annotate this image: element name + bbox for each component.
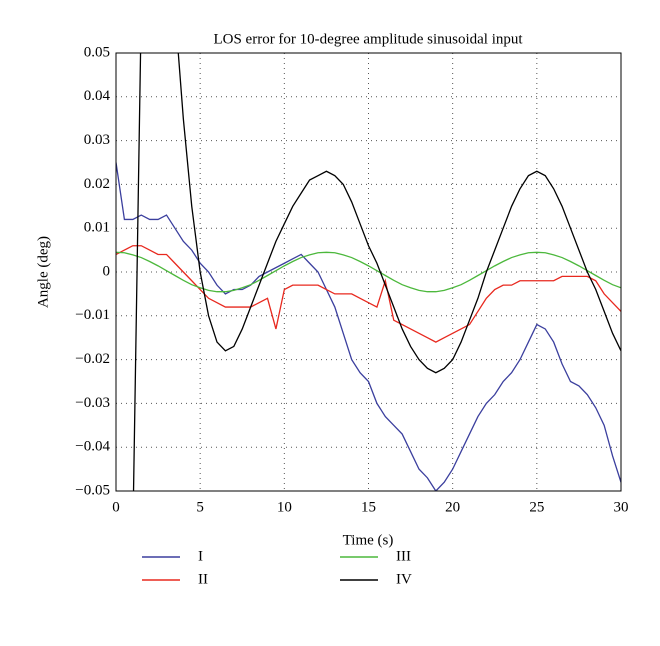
y-tick-label: −0.03 (75, 395, 110, 411)
x-tick-label: 20 (445, 499, 460, 515)
y-tick-label: 0.03 (84, 132, 110, 148)
x-tick-label: 10 (277, 499, 292, 515)
series-line (116, 162, 621, 491)
legend-label: I (198, 548, 203, 564)
y-tick-label: 0.01 (84, 220, 110, 236)
y-tick-label: −0.01 (75, 307, 110, 323)
y-tick-label: −0.02 (75, 351, 110, 367)
chart-title: LOS error for 10-degree amplitude sinuso… (213, 31, 523, 47)
plot-area (116, 53, 621, 491)
x-tick-label: 30 (614, 499, 629, 515)
series-line (132, 53, 621, 491)
grid (115, 52, 622, 492)
y-tick-label: 0 (103, 263, 111, 279)
y-tick-label: 0.05 (84, 44, 110, 60)
y-tick-label: −0.04 (75, 439, 110, 455)
y-tick-label: −0.05 (75, 482, 110, 498)
x-tick-label: 25 (529, 499, 544, 515)
y-tick-label: 0.04 (84, 88, 111, 104)
x-tick-label: 15 (361, 499, 376, 515)
series-line (116, 245, 621, 343)
x-tick-label: 5 (196, 499, 204, 515)
legend-label: IV (396, 571, 412, 587)
y-axis-label: Angle (deg) (35, 236, 51, 308)
legend-label: III (396, 548, 411, 564)
series-line (116, 251, 621, 293)
plot-frame (115, 52, 622, 492)
legend-label: II (198, 571, 208, 587)
y-tick-label: 0.02 (84, 176, 110, 192)
x-tick-label: 0 (112, 499, 120, 515)
x-axis-label: Time (s) (343, 532, 394, 548)
